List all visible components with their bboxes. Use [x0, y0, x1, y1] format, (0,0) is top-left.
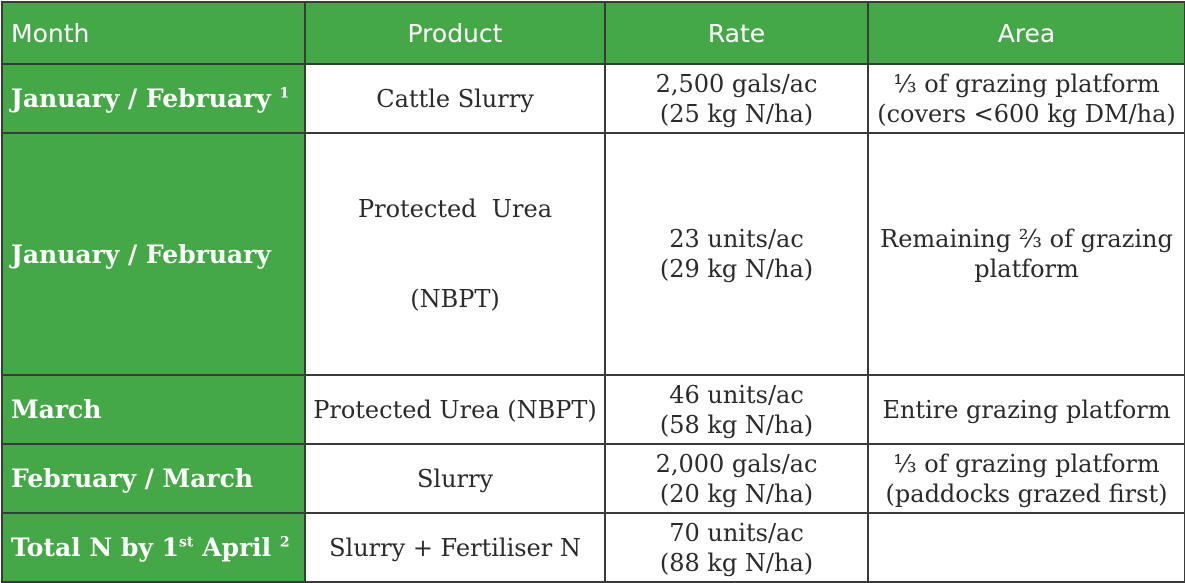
rate-line: 70 units/ac	[669, 518, 804, 547]
table-row: Total N by 1st April 2 Slurry + Fertilis…	[1, 512, 1185, 583]
product-cell: Slurry	[304, 443, 606, 514]
rate-line: 23 units/ac	[669, 225, 804, 253]
area-cell: ⅓ of grazing platform (paddocks grazed f…	[867, 443, 1185, 514]
area-cell: Entire grazing platform	[867, 374, 1185, 445]
table-row: January / February Protected Urea (NBPT)…	[1, 132, 1185, 376]
month-label: Total N by 1	[11, 533, 180, 562]
ordinal-suffix: st	[179, 534, 194, 551]
product-line: (NBPT)	[410, 285, 500, 313]
rate-line: 46 units/ac	[669, 380, 804, 409]
area-line: ⅓ of grazing platform	[893, 449, 1160, 478]
month-cell: March	[1, 374, 306, 445]
product-line: Protected Urea	[357, 195, 553, 223]
month-label: January / February	[11, 239, 271, 269]
table-row: January / February 1 Cattle Slurry 2,500…	[1, 63, 1185, 134]
product-cell: Slurry + Fertiliser N	[304, 512, 606, 583]
month-cell: January / February	[1, 132, 306, 376]
header-product: Product	[304, 1, 606, 65]
footnote-marker: 2	[279, 534, 290, 551]
rate-cell: 70 units/ac (88 kg N/ha)	[604, 512, 869, 583]
month-label-rest: April	[193, 533, 280, 562]
rate-line: (29 kg N/ha)	[659, 255, 814, 283]
product-cell: Protected Urea (NBPT)	[304, 132, 606, 376]
header-area: Area	[867, 1, 1185, 65]
footnote-marker: 1	[279, 85, 290, 102]
rate-line: (88 kg N/ha)	[659, 548, 814, 577]
area-cell: Remaining ⅔ of grazing platform	[867, 132, 1185, 376]
table-row: March Protected Urea (NBPT) 46 units/ac …	[1, 374, 1185, 445]
rate-line: 2,500 gals/ac	[655, 69, 818, 98]
area-line: platform	[974, 255, 1079, 283]
product-line: Slurry	[416, 464, 494, 493]
header-month: Month	[1, 1, 306, 65]
rate-cell: 2,500 gals/ac (25 kg N/ha)	[604, 63, 869, 134]
header-rate: Rate	[604, 1, 869, 65]
rate-cell: 23 units/ac (29 kg N/ha)	[604, 132, 869, 376]
area-cell: ⅓ of grazing platform (covers <600 kg DM…	[867, 63, 1185, 134]
product-cell: Protected Urea (NBPT)	[304, 374, 606, 445]
rate-line: (20 kg N/ha)	[659, 479, 814, 508]
area-cell-empty	[867, 512, 1185, 583]
month-cell: February / March	[1, 443, 306, 514]
rate-line: (25 kg N/ha)	[659, 99, 814, 128]
product-line: Slurry + Fertiliser N	[329, 533, 581, 562]
month-label: February / March	[11, 464, 253, 493]
area-line: Entire grazing platform	[882, 395, 1171, 424]
product-line: Cattle Slurry	[376, 84, 534, 113]
product-cell: Cattle Slurry	[304, 63, 606, 134]
table-header-row: Month Product Rate Area	[1, 1, 1185, 65]
month-label: March	[11, 395, 102, 424]
area-line: ⅓ of grazing platform	[893, 69, 1160, 98]
product-line: Protected Urea (NBPT)	[313, 395, 597, 424]
area-line: (covers <600 kg DM/ha)	[877, 99, 1176, 128]
table-row: February / March Slurry 2,000 gals/ac (2…	[1, 443, 1185, 514]
rate-cell: 2,000 gals/ac (20 kg N/ha)	[604, 443, 869, 514]
month-label: January / February	[11, 84, 271, 113]
area-line: Remaining ⅔ of grazing	[880, 225, 1173, 253]
rate-line: (58 kg N/ha)	[659, 410, 814, 439]
rate-line: 2,000 gals/ac	[655, 449, 818, 478]
rate-cell: 46 units/ac (58 kg N/ha)	[604, 374, 869, 445]
month-cell: Total N by 1st April 2	[1, 512, 306, 583]
month-cell: January / February 1	[1, 63, 306, 134]
area-line: (paddocks grazed first)	[885, 479, 1168, 508]
